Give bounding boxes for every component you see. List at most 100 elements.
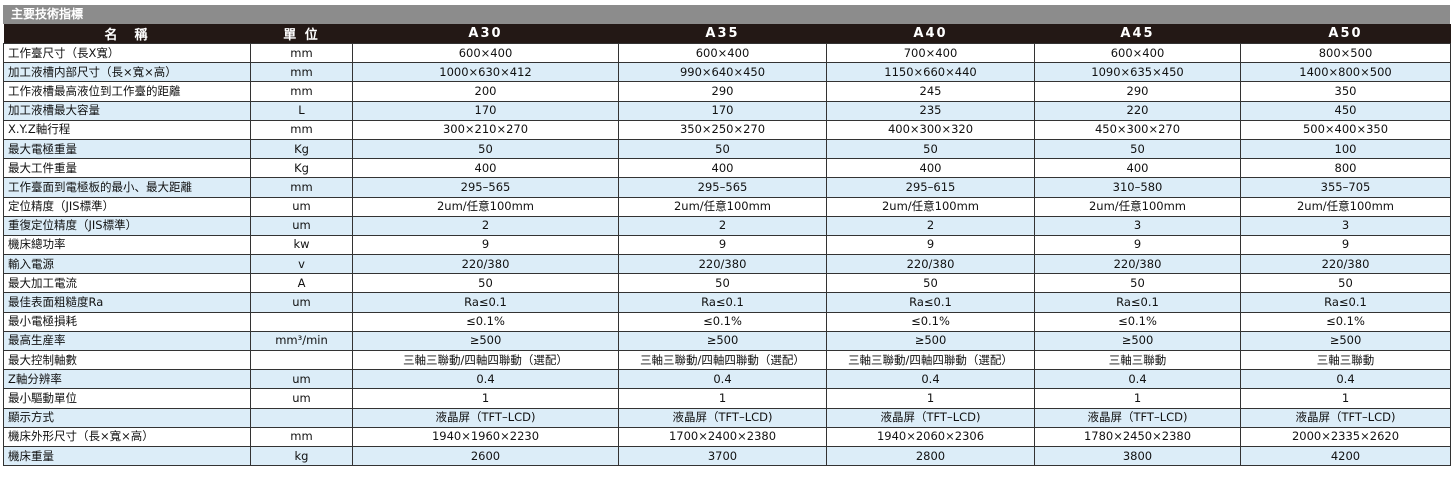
spec-unit — [250, 407, 353, 428]
spec-value: 220/380 — [826, 254, 1035, 275]
spec-value: 50 — [1034, 273, 1241, 294]
spec-unit: kg — [250, 445, 353, 467]
spec-value: 350×250×270 — [618, 119, 827, 140]
spec-value: 三軸三聯動 — [1034, 349, 1241, 371]
spec-value: ≤0.1% — [826, 311, 1035, 332]
table-row: 工作臺面到電極板的最小、最大距離 mm 295–565 295–565 295–615 3… — [3, 177, 1451, 198]
spec-unit: mm — [250, 62, 353, 83]
spec-unit: Kg — [250, 158, 353, 179]
spec-name: 工作臺面到電極板的最小、最大距離 — [3, 177, 251, 198]
spec-value: 50 — [618, 138, 827, 160]
spec-value: 9 — [352, 234, 619, 256]
spec-value: 2600 — [352, 445, 619, 467]
spec-name: 最高生産率 — [3, 330, 251, 352]
spec-value: 350 — [1240, 81, 1451, 102]
spec-name: 最大電極重量 — [3, 138, 251, 160]
spec-value: 220/380 — [352, 254, 619, 275]
spec-value: 220/380 — [1240, 254, 1451, 275]
spec-sheet: 主要技術指標 名 稱單 位 A30 A35 A40 A45 A50 工作臺尺寸（長X寬） m… — [3, 5, 1451, 467]
table-row: Z軸分辨率 um 0.4 0.4 0.4 0.4 0.4 — [3, 369, 1451, 390]
column-header: A40 — [826, 24, 1035, 44]
spec-value: 310–580 — [1034, 177, 1241, 198]
spec-value: ≤0.1% — [1034, 311, 1241, 332]
spec-name: X.Y.Z軸行程 — [3, 119, 251, 140]
spec-value: 290 — [1034, 81, 1241, 102]
spec-name: 最小電極損耗 — [3, 311, 251, 332]
table-row: 輸入電源 v 220/380 220/380 220/380 220/380 220/380 — [3, 254, 1451, 275]
spec-value: ≤0.1% — [352, 311, 619, 332]
spec-unit: L — [250, 100, 353, 121]
spec-value: 2 — [826, 215, 1035, 236]
spec-value: 600×400 — [352, 42, 619, 64]
column-header: A45 — [1034, 24, 1241, 44]
spec-value: 液晶屏（TFT–LCD) — [826, 407, 1035, 428]
spec-value: 450 — [1240, 100, 1451, 121]
table-row: 重復定位精度（JIS標準） um 2 2 2 3 3 — [3, 215, 1451, 236]
spec-name: 定位精度（JIS標準） — [3, 196, 251, 217]
spec-value: 三軸三聯動/四軸四聯動（選配） — [618, 349, 827, 371]
spec-unit — [250, 311, 353, 332]
spec-value: ≥500 — [1240, 330, 1451, 352]
spec-value: 450×300×270 — [1034, 119, 1241, 140]
table-row: 加工液槽最大容量 L 170 170 235 220 450 — [3, 100, 1451, 121]
spec-unit: um — [250, 196, 353, 217]
spec-unit: mm — [250, 119, 353, 140]
spec-value: 液晶屏（TFT–LCD) — [618, 407, 827, 428]
spec-unit: um — [250, 369, 353, 390]
spec-unit: mm — [250, 81, 353, 102]
spec-value: 2um/任意100mm — [352, 196, 619, 217]
spec-value: 245 — [826, 81, 1035, 102]
spec-unit: A — [250, 273, 353, 294]
spec-value: 三軸三聯動 — [1240, 349, 1451, 371]
table-row: 最大加工電流 A 50 50 50 50 50 — [3, 273, 1451, 294]
spec-value: 295–565 — [352, 177, 619, 198]
spec-value: ≥500 — [826, 330, 1035, 352]
spec-value: 400 — [826, 158, 1035, 179]
spec-unit: um — [250, 388, 353, 409]
spec-value: 2000×2335×2620 — [1240, 426, 1451, 447]
spec-unit: mm — [250, 177, 353, 198]
spec-unit: mm³/min — [250, 330, 353, 352]
spec-value: 2um/任意100mm — [1034, 196, 1241, 217]
spec-name: 工作臺尺寸（長X寬） — [3, 42, 251, 64]
spec-value: Ra≤0.1 — [618, 292, 827, 313]
spec-value: 1 — [352, 388, 619, 409]
spec-value: 50 — [352, 273, 619, 294]
table-row: 工作液槽最高液位到工作臺的距離 mm 200 290 245 290 350 — [3, 81, 1451, 102]
spec-value: 400 — [352, 158, 619, 179]
spec-value: 400 — [618, 158, 827, 179]
table-row: 機床外形尺寸（長×寬×高） mm 1940×1960×2230 1700×2400×2… — [3, 426, 1451, 447]
table-row: 最小驅動單位 um 1 1 1 1 1 — [3, 388, 1451, 409]
spec-value: 295–615 — [826, 177, 1035, 198]
column-header: A50 — [1240, 24, 1451, 44]
spec-unit — [250, 349, 353, 371]
spec-value: 1 — [1240, 388, 1451, 409]
spec-value: ≤0.1% — [1240, 311, 1451, 332]
spec-value: 290 — [618, 81, 827, 102]
spec-value: 1400×800×500 — [1240, 62, 1451, 83]
spec-value: Ra≤0.1 — [1240, 292, 1451, 313]
spec-value: 2um/任意100mm — [826, 196, 1035, 217]
table-row: 最大工件重量 Kg 400 400 400 400 800 — [3, 158, 1451, 179]
table-row: 最大電極重量 Kg 50 50 50 50 100 — [3, 138, 1451, 160]
spec-value: 1000×630×412 — [352, 62, 619, 83]
column-header: 名 稱 — [3, 24, 251, 44]
column-header: A35 — [618, 24, 827, 44]
spec-value: 9 — [1240, 234, 1451, 256]
spec-value: 50 — [826, 138, 1035, 160]
spec-value: 液晶屏（TFT–LCD) — [1240, 407, 1451, 428]
column-header: A30 — [352, 24, 619, 44]
spec-value: 1940×2060×2306 — [826, 426, 1035, 447]
spec-value: 3 — [1240, 215, 1451, 236]
spec-value: 1090×635×450 — [1034, 62, 1241, 83]
spec-value: 2 — [618, 215, 827, 236]
spec-value: 三軸三聯動/四軸四聯動（選配） — [352, 349, 619, 371]
spec-value: 220/380 — [1034, 254, 1241, 275]
spec-value: 400 — [1034, 158, 1241, 179]
table-row: 工作臺尺寸（長X寬） mm 600×400 600×400 700×400 600×400… — [3, 42, 1451, 64]
spec-value: 4200 — [1240, 445, 1451, 467]
spec-value: ≤0.1% — [618, 311, 827, 332]
spec-value: Ra≤0.1 — [826, 292, 1035, 313]
table-row: 機床重量 kg 2600 3700 2800 3800 4200 — [3, 445, 1451, 467]
spec-name: 最小驅動單位 — [3, 388, 251, 409]
